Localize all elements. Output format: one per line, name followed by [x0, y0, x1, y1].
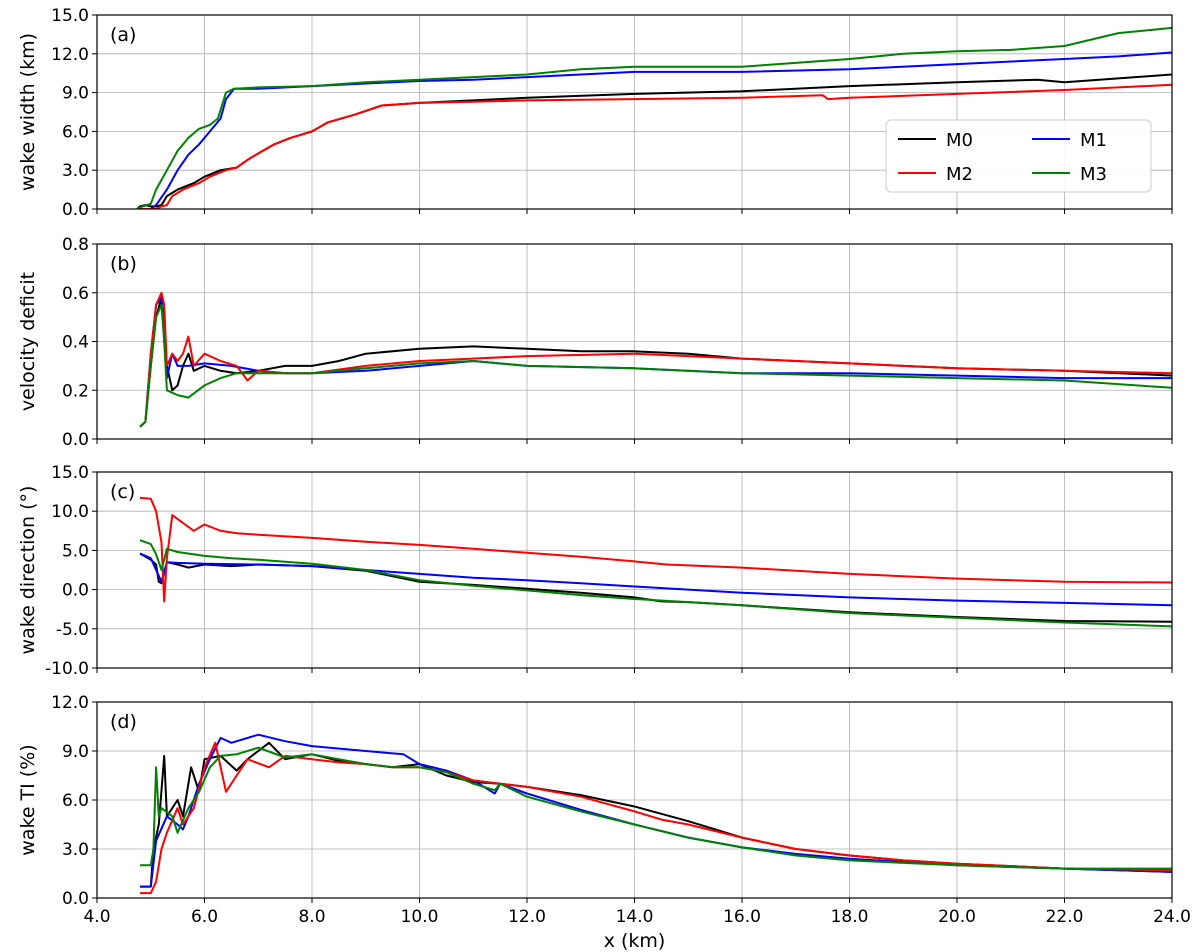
y-tick-label: 3.0 [62, 840, 89, 860]
panel-label: (d) [110, 711, 137, 733]
series-line-m2 [139, 496, 1172, 603]
x-tick-label: 12.0 [508, 907, 546, 927]
legend-box [885, 119, 1152, 193]
y-tick-label: 6.0 [62, 791, 89, 811]
y-tick-label: 9.0 [62, 742, 89, 762]
panel-label: (b) [110, 253, 137, 275]
y-axis-label: wake direction (°) [17, 486, 39, 655]
y-tick-label: -5.0 [56, 620, 89, 640]
plot-frame [96, 471, 1173, 669]
x-tick-label: 6.0 [191, 907, 218, 927]
panel-b: 0.0 0.2 0.4 0.6 0.8 (b) velocity deficit [17, 235, 1173, 450]
series-line-m2 [139, 291, 1172, 428]
y-tick-label: 0.6 [62, 284, 89, 304]
y-axis-label: wake TI (%) [17, 744, 39, 855]
legend-label-m2: M2 [946, 164, 973, 185]
y-tick-label: 5.0 [62, 541, 89, 561]
panel-a: 0.0 3.0 6.0 9.0 12.0 15.0 (a) wake width (km) M0… [17, 6, 1173, 220]
y-tick-label: 15.0 [51, 6, 89, 26]
series-line-m0 [139, 296, 1172, 428]
x-tick-label: 20.0 [938, 907, 976, 927]
y-tick-label: 0.2 [62, 381, 89, 401]
series-line-m2 [137, 83, 1172, 209]
series-line-m1 [139, 552, 1172, 607]
x-tick-label: 22.0 [1046, 907, 1084, 927]
legend-label-m1: M1 [1080, 130, 1107, 151]
y-tick-label: -10.0 [45, 659, 89, 679]
y-tick-label: 0.0 [62, 581, 89, 601]
legend-label-m3: M3 [1080, 164, 1107, 185]
y-tick-label: 0.0 [62, 200, 89, 220]
series-line-m0 [140, 741, 1172, 888]
panel-c: -10.0 -5.0 0.0 5.0 10.0 15.0 (c) wake direction… [17, 463, 1173, 679]
y-tick-label: 6.0 [62, 122, 89, 142]
panel-label: (c) [110, 481, 135, 503]
y-tick-label: 0.0 [62, 430, 89, 450]
y-tick-label: 0.8 [62, 235, 89, 255]
x-tick-label: 14.0 [616, 907, 654, 927]
y-tick-label: 12.0 [51, 693, 89, 713]
y-tick-label: 15.0 [51, 463, 89, 483]
y-axis-label: wake width (km) [17, 33, 39, 191]
series-line-m3 [139, 539, 1172, 628]
series-line-m2 [140, 741, 1172, 895]
y-tick-label: 0.4 [62, 333, 89, 353]
series-line-m3 [139, 303, 1172, 428]
y-tick-label: 0.0 [62, 889, 89, 909]
x-tick-label: 10.0 [401, 907, 439, 927]
y-tick-label: 12.0 [51, 45, 89, 65]
panel-label: (a) [110, 24, 136, 46]
plot-frame [96, 14, 1173, 210]
series-line-m3 [136, 26, 1172, 209]
series-line-m3 [140, 746, 1172, 870]
y-axis-label: velocity deficit [17, 272, 39, 411]
x-axis-label: x (km) [604, 930, 666, 952]
legend-label-m0: M0 [946, 130, 973, 151]
legend: M0 M1 M2 M3 [885, 119, 1152, 193]
x-tick-label: 16.0 [723, 907, 761, 927]
x-tick-label: 8.0 [298, 907, 325, 927]
plot-frame [96, 243, 1173, 440]
x-tick-label: 4.0 [83, 907, 110, 927]
panel-d: 0.0 3.0 6.0 9.0 12.0 (d) wake TI (%) 4.0 6.0 8.0 1… [17, 693, 1191, 952]
y-tick-label: 10.0 [51, 502, 89, 522]
x-tick-label: 18.0 [831, 907, 869, 927]
plot-frame [96, 701, 1173, 899]
x-tick-label: 24.0 [1153, 907, 1191, 927]
series-line-m1 [139, 296, 1172, 428]
y-tick-label: 9.0 [62, 84, 89, 104]
y-tick-label: 3.0 [62, 161, 89, 181]
